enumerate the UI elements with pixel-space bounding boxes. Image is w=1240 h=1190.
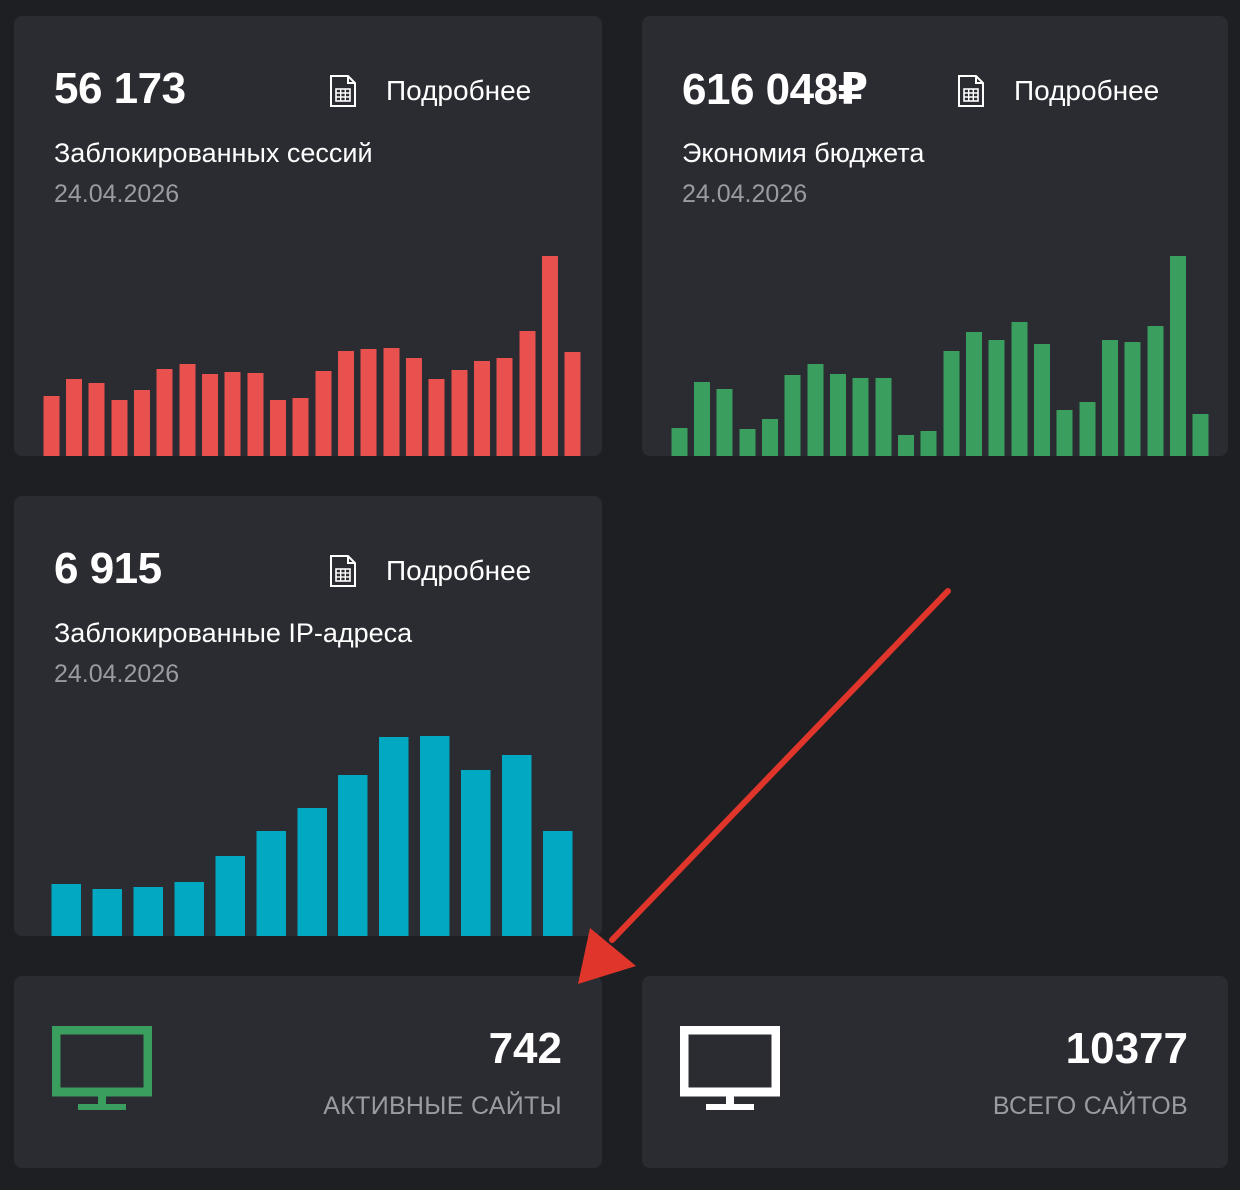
chart-bar (988, 340, 1005, 456)
chart-bar (383, 348, 400, 456)
chart-bar (784, 375, 801, 456)
chart-bar (1170, 256, 1186, 456)
chart-bar (297, 808, 327, 936)
chart-bar (1056, 410, 1073, 456)
blocked-ips-date: 24.04.2026 (54, 660, 180, 688)
chart-bar (134, 390, 150, 456)
total-sites-card[interactable]: 10377 ВСЕГО САЙТОВ (642, 976, 1228, 1168)
total-sites-label: ВСЕГО САЙТОВ (992, 1092, 1188, 1120)
blocked-ips-title: Заблокированные IP-адреса (54, 618, 413, 648)
monitor-icon (52, 1026, 152, 1110)
chart-bar (762, 419, 778, 456)
budget-savings-title: Экономия бюджета (682, 138, 925, 168)
chart-bar (474, 361, 490, 456)
chart-bar (807, 364, 824, 456)
chart-bar (716, 389, 733, 456)
chart-bar (694, 382, 710, 456)
budget-savings-value: 616 048₽ (682, 65, 868, 114)
blocked-sessions-title: Заблокированных сессий (54, 138, 373, 168)
blocked-sessions-card: 56 173 Подробнее Заблокированных сессий … (14, 16, 602, 456)
chart-bar (564, 352, 581, 456)
chart-bar (739, 429, 756, 456)
spreadsheet-icon (330, 75, 356, 107)
chart-bar (51, 884, 82, 936)
chart-bar (174, 882, 204, 936)
chart-bar (920, 431, 937, 456)
chart-bar (1011, 322, 1028, 456)
chart-bar (852, 378, 869, 456)
budget-savings-chart (671, 256, 1209, 456)
blocked-sessions-details-link[interactable]: Подробнее (328, 74, 531, 108)
chart-bar (875, 378, 892, 456)
chart-bar (66, 379, 82, 456)
chart-bar (256, 831, 286, 936)
chart-bar (1124, 342, 1141, 456)
chart-bar (501, 755, 532, 936)
details-label: Подробнее (386, 555, 532, 586)
chart-bar (292, 398, 309, 456)
spreadsheet-icon (958, 75, 984, 107)
chart-bar (379, 737, 409, 936)
chart-bar (247, 373, 264, 456)
chart-bar (671, 428, 688, 456)
blocked-sessions-value: 56 173 (54, 64, 186, 113)
arrow-line (609, 588, 951, 943)
chart-bar (1034, 344, 1050, 456)
chart-bar (830, 374, 846, 456)
chart-bar (420, 736, 450, 936)
chart-bar (202, 374, 218, 456)
chart-bar (451, 370, 468, 456)
chart-bar (179, 364, 196, 456)
chart-bar (156, 369, 173, 456)
chart-bar (111, 400, 128, 456)
blocked-sessions-date: 24.04.2026 (54, 180, 180, 208)
chart-bar (92, 889, 123, 936)
blocked-sessions-chart (43, 256, 581, 456)
spreadsheet-icon (330, 555, 356, 587)
chart-bar (133, 887, 164, 936)
chart-bar (943, 351, 960, 456)
chart-bar (1102, 340, 1118, 456)
chart-bar (1147, 326, 1164, 456)
chart-bar (215, 856, 245, 936)
chart-bar (43, 396, 60, 456)
blocked-ips-value: 6 915 (54, 544, 162, 593)
active-sites-card[interactable]: 742 АКТИВНЫЕ САЙТЫ (14, 976, 602, 1168)
chart-bar (966, 332, 982, 456)
total-sites-value: 10377 (1065, 1024, 1188, 1073)
blocked-ips-details-link[interactable]: Подробнее (328, 554, 531, 588)
chart-bar (519, 331, 536, 456)
chart-bar (224, 372, 241, 456)
chart-bar (542, 831, 573, 936)
chart-bar (1079, 402, 1096, 456)
budget-savings-card: 616 048₽ Подробнее Экономия бюджета 24.0… (642, 16, 1228, 456)
budget-savings-details-link[interactable]: Подробнее (956, 74, 1159, 108)
blocked-ips-card: 6 915 Подробнее Заблокированные IP-адрес… (14, 496, 602, 936)
chart-bar (542, 256, 558, 456)
chart-bar (1192, 414, 1209, 456)
monitor-icon (680, 1026, 780, 1110)
details-label: Подробнее (386, 75, 532, 106)
chart-bar (898, 435, 914, 456)
chart-bar (270, 400, 286, 456)
chart-bar (88, 383, 105, 456)
active-sites-label: АКТИВНЫЕ САЙТЫ (323, 1092, 562, 1120)
chart-bar (315, 371, 332, 456)
chart-bar (338, 351, 354, 456)
budget-savings-date: 24.04.2026 (682, 180, 808, 208)
active-sites-value: 742 (488, 1024, 562, 1073)
chart-bar (496, 358, 513, 456)
chart-bar (360, 349, 377, 456)
blocked-ips-chart (51, 736, 573, 936)
chart-bar (428, 379, 445, 456)
chart-bar (461, 770, 491, 936)
chart-bar (406, 358, 422, 456)
chart-bar (338, 775, 368, 936)
details-label: Подробнее (1014, 75, 1160, 106)
